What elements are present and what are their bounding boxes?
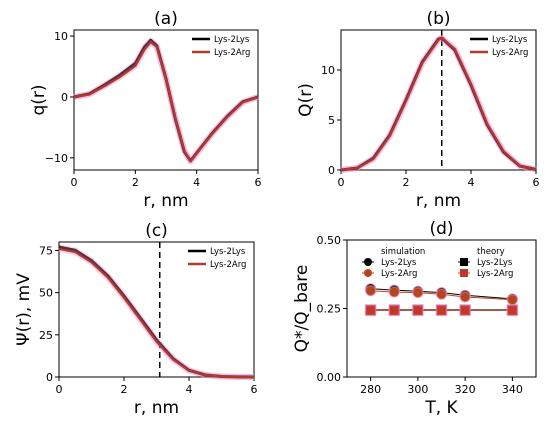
data-point-circle xyxy=(506,293,519,306)
y-tick-label: 0.00 xyxy=(317,371,342,384)
y-tick-label: 10 xyxy=(321,64,335,77)
panel-title: (b) xyxy=(426,9,450,29)
data-point-circle xyxy=(435,288,448,301)
legend-label: Lys-2Arg xyxy=(381,269,417,279)
data-point-circle xyxy=(459,291,471,303)
legend-marker-square xyxy=(460,258,468,266)
series-line-lys-2lys xyxy=(73,38,259,163)
legend-label: Lys-2Lys xyxy=(381,258,417,268)
axes-frame xyxy=(73,29,259,171)
x-tick-label: 320 xyxy=(455,383,476,396)
y-tick-label: 75 xyxy=(39,244,53,257)
y-tick-label: −10 xyxy=(45,152,68,165)
data-point-circle xyxy=(364,284,377,297)
axes-frame xyxy=(340,29,537,171)
x-tick-label: 280 xyxy=(360,383,381,396)
x-tick-label: 300 xyxy=(407,383,428,396)
y-axis-label: Ψ(r), mV xyxy=(14,273,34,346)
panel-c: (c) 0 2 4 6 0 25 50 75 r, nm Ψ(r), mV Lys-2Lys Lys-2… xyxy=(14,221,258,418)
x-tick-label: 4 xyxy=(186,383,193,396)
legend-label: Lys-2Arg xyxy=(477,269,513,279)
legend-title: theory xyxy=(477,247,505,257)
y-tick-label: 25 xyxy=(39,329,53,342)
x-tick-label: 6 xyxy=(533,176,540,189)
x-tick-label: 6 xyxy=(255,176,262,189)
series-glow xyxy=(73,39,259,165)
series-line-lys-2arg xyxy=(73,41,259,163)
y-tick-label: 0 xyxy=(328,164,335,177)
panel-title: (c) xyxy=(145,221,168,241)
y-tick-label: 0.25 xyxy=(317,303,342,316)
y-tick-label: 10 xyxy=(54,30,68,43)
legend-label: Lys-2Lys xyxy=(210,247,246,257)
y-tick-label: 5 xyxy=(328,114,335,127)
x-tick-label: 2 xyxy=(121,383,128,396)
y-axis-label: Q*/Q_bare xyxy=(292,265,312,353)
data-point-square xyxy=(459,304,471,317)
data-point-square xyxy=(435,304,448,317)
data-point-square xyxy=(506,304,519,317)
y-axis-label: Q(r) xyxy=(296,83,316,117)
x-tick-label: 0 xyxy=(338,176,345,189)
series-line-lys-2arg xyxy=(340,36,537,172)
series-line-lys-2arg xyxy=(58,247,255,379)
legend-marker-square xyxy=(460,269,468,277)
x-tick-label: 340 xyxy=(502,383,523,396)
data-point-circle xyxy=(388,286,400,298)
panel-title: (d) xyxy=(429,219,453,239)
y-tick-label: 0 xyxy=(46,371,53,384)
legend-title: simulation xyxy=(381,247,425,257)
panel-b: (b) 0 2 4 6 0 5 10 r, nm Q(r) Lys-2Lys Lys-2Arg xyxy=(296,9,540,211)
x-tick-label: 2 xyxy=(132,176,139,189)
legend-marker-circle xyxy=(364,258,372,266)
x-axis-label: r, nm xyxy=(416,191,461,211)
x-tick-label: 6 xyxy=(251,383,258,396)
x-tick-label: 2 xyxy=(403,176,410,189)
x-axis-label: r, nm xyxy=(134,398,179,418)
y-tick-label: 0.50 xyxy=(317,234,342,247)
panel-title: (a) xyxy=(154,9,178,29)
data-point-square xyxy=(364,304,377,317)
y-tick-label: 0 xyxy=(61,91,68,104)
x-tick-label: 0 xyxy=(56,383,63,396)
data-point-square xyxy=(388,304,400,317)
panel-d: (d) 280 300 320 340 0.00 0.25 0.50 T, K Q*/Q_bare… xyxy=(292,219,537,418)
legend-label: Lys-2Lys xyxy=(492,35,528,45)
data-point-circle xyxy=(412,286,424,299)
series-glow xyxy=(73,37,259,164)
x-tick-label: 4 xyxy=(468,176,475,189)
data-point-square xyxy=(412,304,424,317)
legend-label: Lys-2Arg xyxy=(492,48,528,58)
legend-label: Lys-2Lys xyxy=(214,35,250,45)
x-tick-label: 0 xyxy=(71,176,78,189)
x-tick-label: 4 xyxy=(193,176,200,189)
x-axis-label: r, nm xyxy=(143,191,188,211)
legend-label: Lys-2Arg xyxy=(214,48,250,58)
axes-frame xyxy=(58,241,255,378)
legend-label: Lys-2Lys xyxy=(477,258,513,268)
x-axis-label: T, K xyxy=(424,398,458,418)
y-axis-label: q(r) xyxy=(29,84,49,115)
legend-marker-circle xyxy=(364,269,372,277)
legend-label: Lys-2Arg xyxy=(210,260,246,270)
y-tick-label: 50 xyxy=(39,287,53,300)
